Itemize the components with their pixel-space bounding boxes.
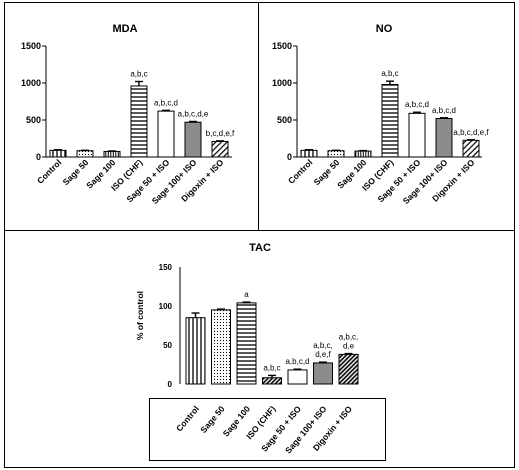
bar-digoxin-iso xyxy=(338,353,359,385)
bar-sage-100-iso xyxy=(313,362,333,385)
y-tick-label: 150 xyxy=(159,263,173,272)
category-label: Control xyxy=(174,404,201,434)
y-tick-label: 0 xyxy=(168,380,173,389)
figure-frame xyxy=(4,2,515,468)
bar-sage-100-iso xyxy=(435,118,453,158)
significance-label: a,b,c,d xyxy=(405,100,429,109)
chart-title: TAC xyxy=(249,242,271,254)
significance-label: d,e,f xyxy=(315,350,331,359)
significance-label: d,e xyxy=(343,342,355,351)
significance-label: a,b,c xyxy=(263,363,280,372)
significance-label: b,c,d,e,f xyxy=(206,129,235,138)
significance-label: a,b,c,d,e,f xyxy=(453,128,489,137)
bar-digoxin-iso xyxy=(462,139,480,158)
bar-sage-50-iso xyxy=(287,369,308,385)
significance-label: a,b,c, xyxy=(313,341,333,350)
bar-sage-50 xyxy=(327,150,345,158)
bar-sage-100 xyxy=(103,150,121,158)
y-tick-label: 1500 xyxy=(21,41,41,51)
significance-label: a,b,c xyxy=(381,69,398,78)
bar-control xyxy=(185,317,206,385)
y-tick-label: 500 xyxy=(26,115,41,125)
bar-control xyxy=(300,149,318,158)
bar-sage-50 xyxy=(76,150,94,158)
y-tick-label: 0 xyxy=(287,152,292,162)
tac-category-box xyxy=(149,398,386,461)
bar-sage-50-iso xyxy=(157,110,175,158)
chart-title: NO xyxy=(376,23,393,35)
y-tick-label: 0 xyxy=(36,152,41,162)
y-tick-label: 1000 xyxy=(272,78,292,88)
significance-label: a,b,c, xyxy=(339,333,359,342)
bar-iso-chf xyxy=(262,377,282,385)
bar-iso-chf xyxy=(381,83,399,158)
bar-sage-100 xyxy=(236,302,257,385)
chart-title: MDA xyxy=(112,23,137,35)
y-tick-label: 500 xyxy=(277,115,292,125)
significance-label: a,b,c,d,e xyxy=(178,109,209,118)
y-axis-label: % of control xyxy=(135,291,145,340)
y-tick-label: 50 xyxy=(163,341,172,350)
y-tick-label: 1500 xyxy=(272,41,292,51)
y-tick-label: 100 xyxy=(159,302,173,311)
bar-sage-100 xyxy=(354,150,372,158)
significance-label: a,b,c,d xyxy=(432,106,456,115)
significance-label: a,b,c xyxy=(130,70,147,79)
bar-digoxin-iso xyxy=(211,140,229,158)
bar-sage-50 xyxy=(211,309,231,385)
bar-sage-100-iso xyxy=(184,121,202,158)
y-tick-label: 1000 xyxy=(21,78,41,88)
significance-label: a xyxy=(244,290,249,299)
bar-iso-chf xyxy=(130,85,148,158)
bar-control xyxy=(49,149,67,158)
significance-label: a,b,c,d xyxy=(285,357,309,366)
bar-sage-50-iso xyxy=(408,112,426,158)
significance-label: a,b,c,d xyxy=(154,98,178,107)
